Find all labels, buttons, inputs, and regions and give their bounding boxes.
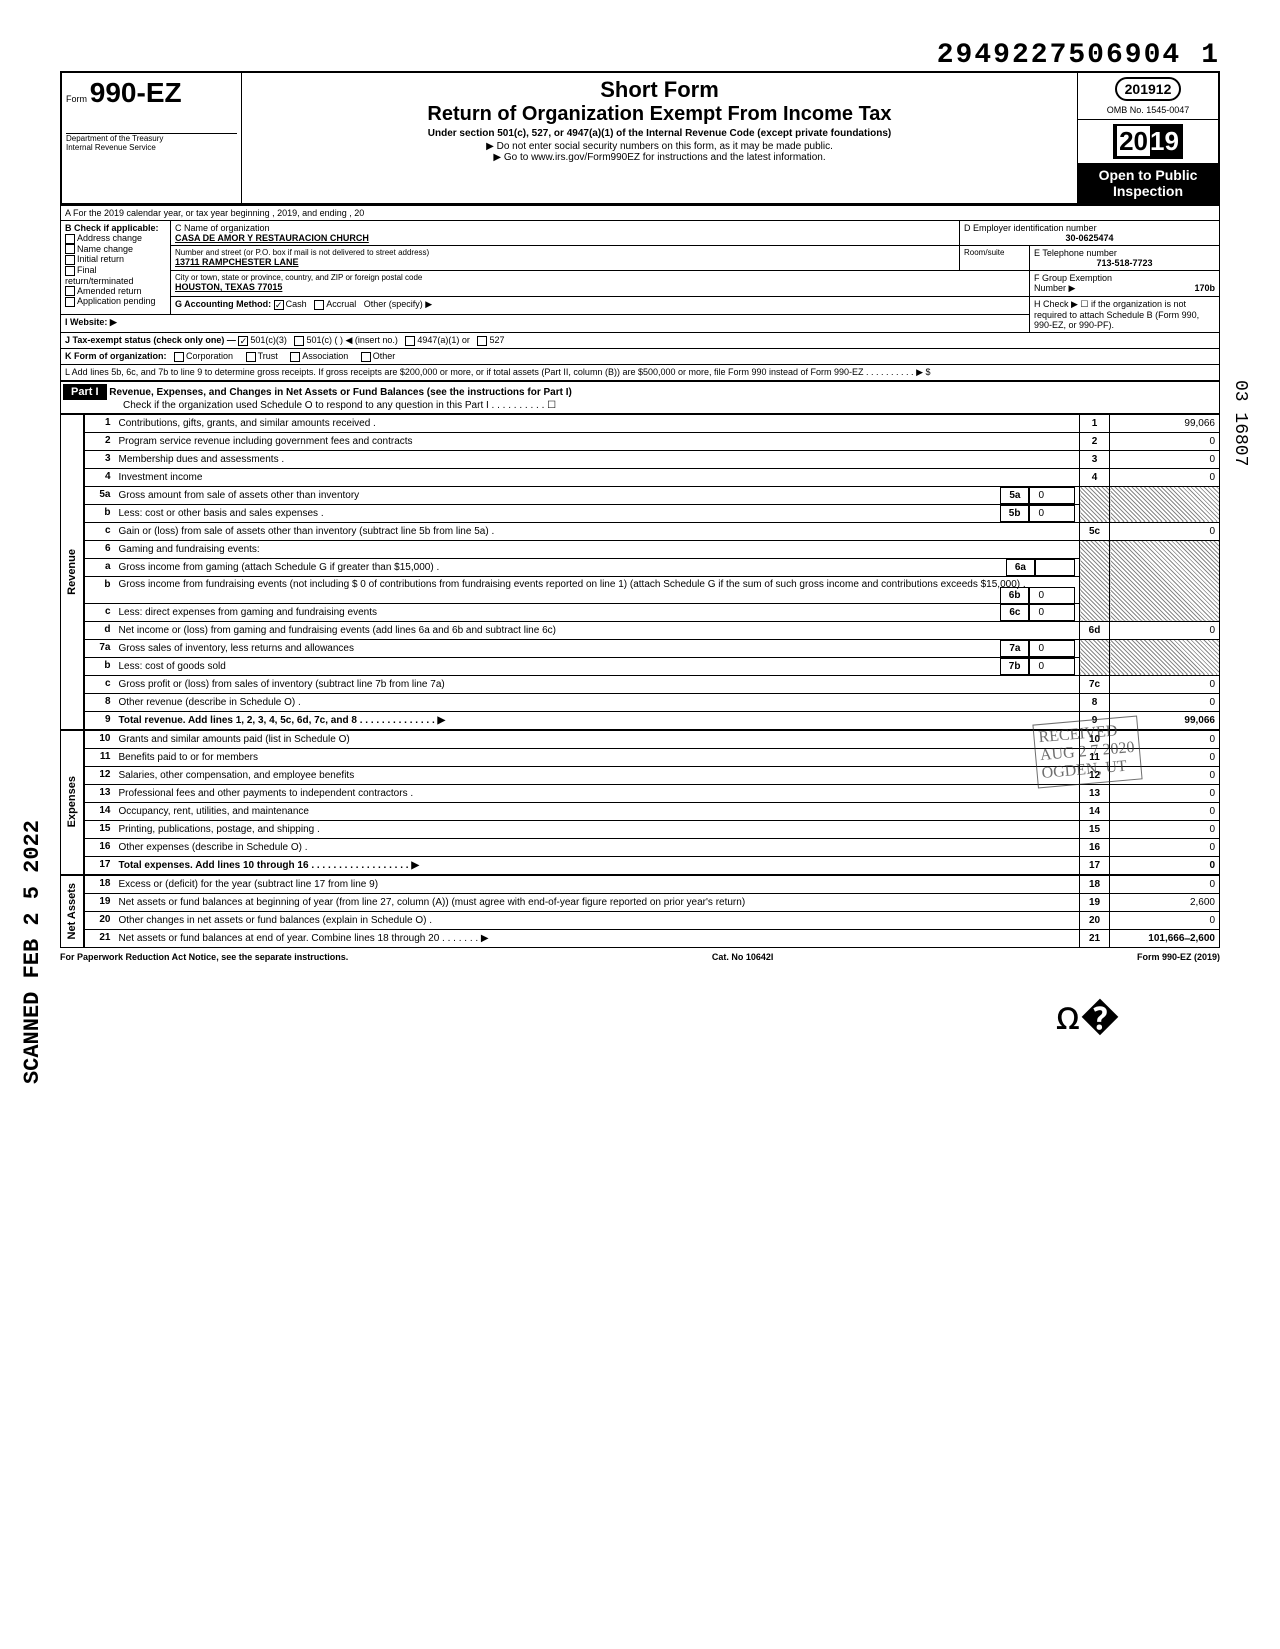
dln-number: 29492275069041 bbox=[60, 40, 1220, 71]
line-21-value: 101,666 ̶ 2,600 bbox=[1110, 929, 1220, 947]
line-5b-value: 0 bbox=[1029, 505, 1075, 522]
side-revenue: Revenue bbox=[66, 549, 78, 595]
line-6c-value: 0 bbox=[1029, 604, 1075, 621]
line-17-value: 0 bbox=[1110, 856, 1220, 874]
city-value: HOUSTON, TEXAS 77015 bbox=[175, 282, 1025, 292]
line-14-value: 0 bbox=[1110, 802, 1220, 820]
cb-501c3[interactable] bbox=[238, 336, 248, 346]
cb-4947[interactable] bbox=[405, 336, 415, 346]
initials-signature: ꭥ� bbox=[60, 986, 1120, 1041]
room-suite-label: Room/suite bbox=[960, 246, 1030, 271]
section-k-label: K Form of organization: bbox=[65, 351, 167, 361]
line-13-value: 0 bbox=[1110, 784, 1220, 802]
part1-title: Revenue, Expenses, and Changes in Net As… bbox=[109, 387, 572, 398]
street-address: 13711 RAMPCHESTER LANE bbox=[175, 257, 955, 267]
row-a: A For the 2019 calendar year, or tax yea… bbox=[61, 206, 1220, 221]
line-19-value: 2,600 bbox=[1110, 893, 1220, 911]
section-f-label2: Number ▶ bbox=[1034, 283, 1075, 293]
cb-501c[interactable] bbox=[294, 336, 304, 346]
form-header: Form 990-EZ Department of the Treasury I… bbox=[60, 71, 1220, 205]
form-number: 990-EZ bbox=[90, 77, 182, 108]
footer-right: Form 990-EZ (2019) bbox=[1137, 952, 1220, 962]
line-7a-value: 0 bbox=[1029, 640, 1075, 657]
section-b-label: B Check if applicable: bbox=[65, 223, 166, 233]
cb-trust[interactable] bbox=[246, 352, 256, 362]
received-stamp: RECEIVED AUG 2 7 2020 OGDEN, UT bbox=[1033, 716, 1143, 789]
subtitle: Under section 501(c), 527, or 4947(a)(1)… bbox=[250, 128, 1069, 139]
part1-badge: Part I bbox=[63, 384, 107, 400]
part1-check: Check if the organization used Schedule … bbox=[123, 400, 556, 411]
line-4-value: 0 bbox=[1110, 468, 1220, 486]
form-prefix: Form bbox=[66, 94, 87, 104]
line-6a-value bbox=[1035, 559, 1075, 576]
cb-assoc[interactable] bbox=[290, 352, 300, 362]
form-year: 2019 bbox=[1113, 124, 1183, 159]
section-f-label: F Group Exemption bbox=[1034, 273, 1112, 283]
section-l: L Add lines 5b, 6c, and 7b to line 9 to … bbox=[61, 364, 1220, 380]
group-exemption-value: 170b bbox=[1194, 283, 1215, 293]
side-expenses: Expenses bbox=[66, 776, 78, 827]
section-c-label: C Name of organization bbox=[175, 223, 955, 233]
section-j-label: J Tax-exempt status (check only one) — bbox=[65, 335, 236, 345]
section-g-label: G Accounting Method: bbox=[175, 299, 271, 309]
goto-url: ▶ Go to www.irs.gov/Form990EZ for instru… bbox=[250, 152, 1069, 163]
line-2-value: 0 bbox=[1110, 432, 1220, 450]
cb-name-change[interactable] bbox=[65, 244, 75, 254]
line-6d-value: 0 bbox=[1110, 621, 1220, 639]
line-8-value: 0 bbox=[1110, 693, 1220, 711]
omb-number: OMB No. 1545-0047 bbox=[1078, 101, 1218, 120]
cb-other[interactable] bbox=[361, 352, 371, 362]
ein-value: 30-0625474 bbox=[964, 233, 1215, 243]
footer-left: For Paperwork Reduction Act Notice, see … bbox=[60, 952, 348, 962]
short-form-title: Short Form bbox=[250, 77, 1069, 103]
org-name: CASA DE AMOR Y RESTAURACION CHURCH bbox=[175, 233, 955, 243]
dept-treasury: Department of the Treasury bbox=[66, 134, 237, 143]
footer-mid: Cat. No 10642I bbox=[712, 952, 774, 962]
tax-year-bubble: 201912 bbox=[1115, 77, 1182, 101]
scanned-stamp: SCANNED FEB 2 5 2022 bbox=[20, 820, 45, 1084]
line-18-value: 0 bbox=[1110, 875, 1220, 893]
dept-irs: Internal Revenue Service bbox=[66, 143, 237, 152]
info-block: A For the 2019 calendar year, or tax yea… bbox=[60, 205, 1220, 381]
section-i: I Website: ▶ bbox=[61, 315, 1030, 333]
phone-value: 713-518-7723 bbox=[1034, 258, 1215, 268]
margin-number: 03 16807 bbox=[1230, 380, 1250, 466]
cb-527[interactable] bbox=[477, 336, 487, 346]
section-e-label: E Telephone number bbox=[1034, 248, 1215, 258]
netassets-table: 18Excess or (deficit) for the year (subt… bbox=[84, 875, 1220, 948]
line-5a-value: 0 bbox=[1029, 487, 1075, 504]
cb-corp[interactable] bbox=[174, 352, 184, 362]
cb-accrual[interactable] bbox=[314, 300, 324, 310]
ssn-warning: ▶ Do not enter social security numbers o… bbox=[250, 141, 1069, 152]
footer: For Paperwork Reduction Act Notice, see … bbox=[60, 948, 1220, 966]
cb-final-return[interactable] bbox=[65, 266, 75, 276]
cb-address-change[interactable] bbox=[65, 234, 75, 244]
line-7c-value: 0 bbox=[1110, 675, 1220, 693]
main-title: Return of Organization Exempt From Incom… bbox=[250, 103, 1069, 126]
addr-label: Number and street (or P.O. box if mail i… bbox=[175, 248, 955, 257]
open-to-public: Open to Public Inspection bbox=[1078, 163, 1218, 203]
part1-header-row: Part I Revenue, Expenses, and Changes in… bbox=[60, 381, 1220, 414]
city-label: City or town, state or province, country… bbox=[175, 273, 1025, 282]
line-1-value: 99,066 bbox=[1110, 414, 1220, 432]
cb-app-pending[interactable] bbox=[65, 297, 75, 307]
line-5c-value: 0 bbox=[1110, 522, 1220, 540]
line-6b-value: 0 bbox=[1029, 587, 1075, 604]
cb-initial-return[interactable] bbox=[65, 255, 75, 265]
line-3-value: 0 bbox=[1110, 450, 1220, 468]
section-h: H Check ▶ ☐ if the organization is not r… bbox=[1030, 297, 1220, 333]
cb-cash[interactable] bbox=[274, 300, 284, 310]
side-netassets: Net Assets bbox=[66, 883, 78, 939]
cb-amended[interactable] bbox=[65, 286, 75, 296]
line-20-value: 0 bbox=[1110, 911, 1220, 929]
revenue-table: 1Contributions, gifts, grants, and simil… bbox=[84, 414, 1220, 730]
section-d-label: D Employer identification number bbox=[964, 223, 1215, 233]
line-7b-value: 0 bbox=[1029, 658, 1075, 675]
line-16-value: 0 bbox=[1110, 838, 1220, 856]
line-15-value: 0 bbox=[1110, 820, 1220, 838]
